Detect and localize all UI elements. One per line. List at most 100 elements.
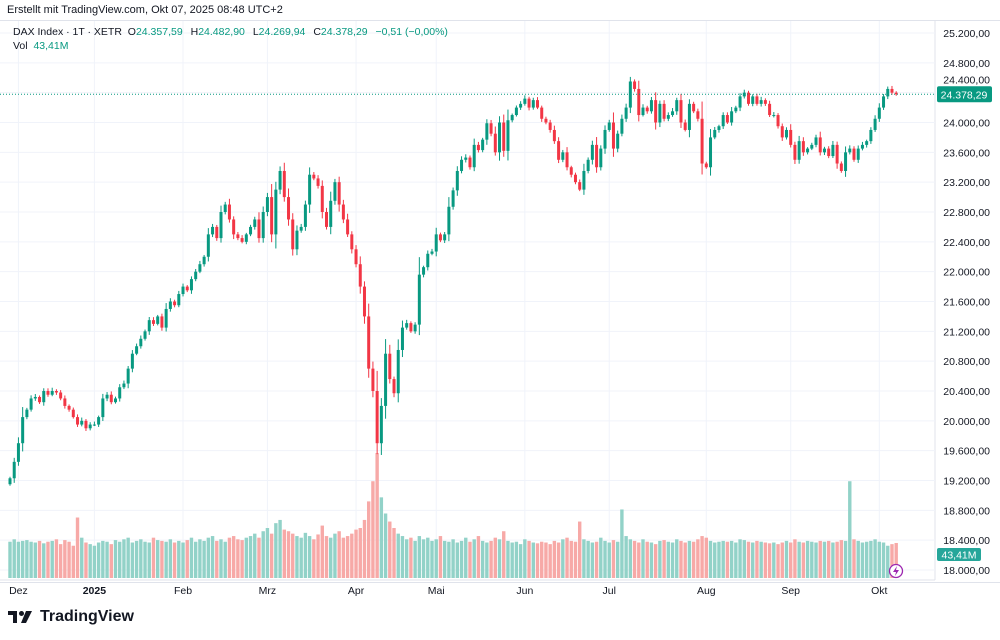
candle-body bbox=[261, 212, 265, 239]
volume-bar bbox=[388, 521, 392, 578]
candle-body bbox=[472, 144, 476, 168]
volume-bar bbox=[489, 540, 493, 578]
candle-body bbox=[12, 461, 16, 479]
symbol-name[interactable]: DAX Index · 1T · XETR bbox=[13, 26, 122, 38]
volume-bar bbox=[413, 540, 417, 578]
candle-body bbox=[443, 234, 447, 241]
candle-body bbox=[797, 141, 801, 160]
volume-bar bbox=[763, 542, 768, 578]
candle-body bbox=[156, 316, 160, 324]
volume-bar bbox=[649, 542, 654, 578]
candle-body bbox=[527, 98, 531, 108]
volume-bar bbox=[160, 540, 164, 578]
volume-bar bbox=[12, 539, 16, 578]
volume-bar bbox=[552, 540, 557, 578]
candle-body bbox=[704, 163, 708, 168]
candle-body bbox=[856, 148, 860, 160]
x-tick-label: Aug bbox=[697, 585, 716, 597]
candle-body bbox=[253, 219, 257, 227]
volume-bar bbox=[147, 542, 151, 578]
candle-body bbox=[274, 189, 278, 235]
candle-body bbox=[590, 144, 594, 160]
volume-bar bbox=[586, 540, 590, 578]
candle-body bbox=[544, 118, 548, 123]
candle-body bbox=[50, 391, 54, 395]
candle-body bbox=[97, 417, 101, 425]
candle-body bbox=[194, 271, 198, 280]
candle-body bbox=[422, 267, 426, 275]
candle-body bbox=[468, 157, 472, 168]
volume-bar bbox=[620, 509, 624, 578]
x-tick-label: Jun bbox=[516, 585, 533, 597]
candle-body bbox=[624, 107, 628, 119]
y-tick-label: 18.400,00 bbox=[943, 535, 990, 547]
candle-body bbox=[63, 398, 67, 406]
candle-body bbox=[747, 92, 750, 104]
volume-bar bbox=[556, 542, 561, 578]
candle-body bbox=[476, 144, 480, 151]
x-tick-label: Dez bbox=[9, 585, 28, 597]
candle-body bbox=[346, 219, 350, 235]
candle-body bbox=[637, 88, 641, 116]
candle-body bbox=[700, 118, 704, 164]
candle-body bbox=[818, 137, 822, 153]
candle-body bbox=[362, 286, 366, 317]
volume-bar bbox=[860, 542, 865, 578]
candle-body bbox=[725, 115, 729, 123]
volume-bar bbox=[358, 528, 362, 578]
candle-body bbox=[232, 219, 236, 235]
candle-body bbox=[227, 204, 231, 220]
volume-bar bbox=[632, 540, 637, 578]
tradingview-logo[interactable]: TradingView bbox=[8, 608, 134, 626]
volume-bars bbox=[8, 453, 898, 578]
volume-bar bbox=[755, 540, 759, 578]
volume-bar bbox=[843, 540, 848, 578]
candle-body bbox=[498, 122, 502, 153]
candle-body bbox=[325, 212, 328, 227]
x-tick-label: Jul bbox=[603, 585, 616, 597]
candle-body bbox=[510, 115, 514, 121]
volume-bar bbox=[611, 540, 616, 578]
candle-body bbox=[540, 107, 544, 119]
last-price-tag bbox=[937, 86, 992, 103]
volume-bar bbox=[88, 544, 92, 578]
candle-body bbox=[848, 148, 852, 153]
volume-bar bbox=[421, 539, 426, 578]
volume-bar bbox=[172, 542, 177, 578]
candle-body bbox=[561, 152, 565, 160]
candle-body bbox=[67, 405, 71, 410]
candle-body bbox=[827, 148, 831, 157]
grid bbox=[0, 21, 936, 581]
volume-bar bbox=[738, 539, 742, 578]
volume-bar bbox=[700, 536, 704, 578]
candle-body bbox=[54, 391, 58, 393]
volume-tag bbox=[937, 548, 981, 561]
candle-body bbox=[611, 122, 615, 149]
volume-bar bbox=[793, 539, 797, 578]
candle-body bbox=[489, 123, 493, 134]
y-tick-label: 20.000,00 bbox=[943, 416, 990, 428]
candle-body bbox=[329, 200, 333, 227]
candle-body bbox=[185, 286, 189, 291]
volume-bar bbox=[502, 531, 506, 578]
volume-bar bbox=[810, 541, 814, 578]
candle-body bbox=[460, 159, 464, 171]
x-tick-label: Apr bbox=[348, 585, 365, 597]
volume-bar bbox=[493, 537, 497, 578]
volume-bar bbox=[831, 542, 835, 578]
volume-bar bbox=[291, 533, 295, 578]
volume-bar bbox=[299, 537, 303, 578]
volume-bar bbox=[894, 542, 898, 578]
volume-bar bbox=[67, 541, 71, 578]
candle-body bbox=[168, 301, 172, 309]
candle-body bbox=[308, 174, 312, 205]
volume-bar bbox=[877, 541, 882, 578]
candle-body bbox=[481, 139, 485, 151]
candle-body bbox=[219, 212, 223, 239]
candle-body bbox=[21, 417, 25, 444]
candle-body bbox=[135, 346, 139, 354]
y-tick-label: 22.400,00 bbox=[943, 237, 990, 249]
volume-bar bbox=[691, 541, 696, 578]
volume-bar bbox=[451, 539, 455, 578]
